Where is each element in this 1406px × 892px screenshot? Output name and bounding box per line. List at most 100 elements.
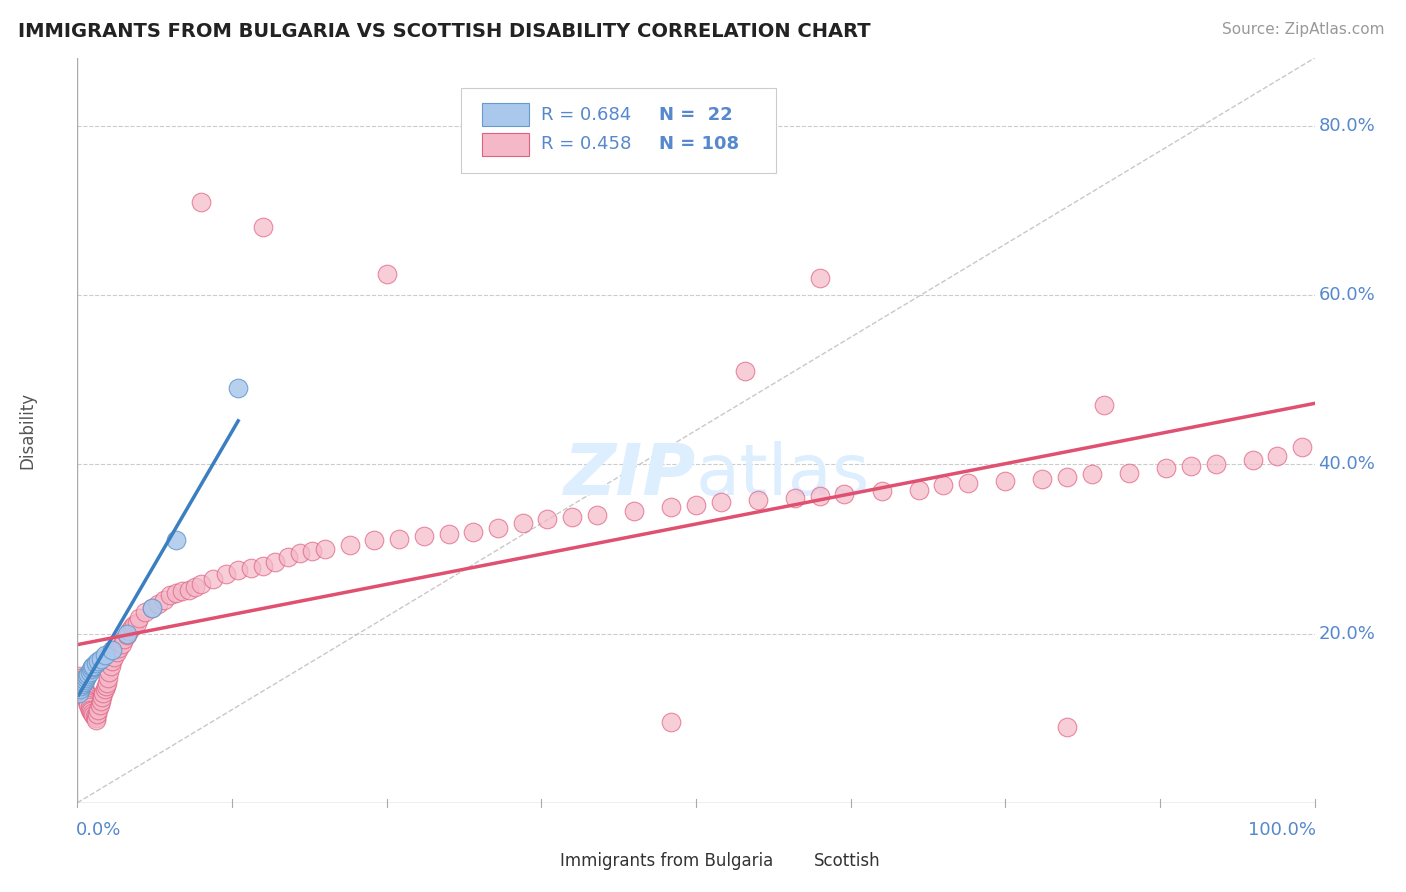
Bar (776, 850, 804, 872)
Point (90, 694, 112, 708)
Point (1267, 449, 1289, 463)
Text: 60.0%: 60.0% (1319, 286, 1375, 304)
Text: 40.0%: 40.0% (1319, 455, 1375, 474)
Point (75, 690, 97, 704)
Point (239, 560, 262, 574)
Point (412, 529, 434, 543)
Point (339, 538, 361, 552)
Point (153, 592, 176, 607)
Point (1081, 467, 1104, 482)
Text: N = 108: N = 108 (659, 136, 740, 153)
Text: atlas: atlas (696, 441, 870, 509)
Point (122, 618, 145, 632)
Point (76, 692, 98, 706)
Point (115, 626, 138, 640)
Point (79, 700, 101, 714)
Point (103, 650, 125, 665)
Point (226, 381, 249, 395)
Point (87, 703, 110, 717)
Text: IMMIGRANTS FROM BULGARIA VS SCOTTISH DISABILITY CORRELATION CHART: IMMIGRANTS FROM BULGARIA VS SCOTTISH DIS… (18, 22, 870, 41)
Bar (482, 133, 529, 155)
Point (907, 483, 929, 497)
Point (101, 643, 124, 657)
Point (72, 674, 94, 689)
Text: Disability: Disability (18, 392, 37, 469)
Point (159, 589, 181, 603)
Point (1031, 473, 1053, 487)
Point (561, 509, 583, 524)
Point (73, 683, 96, 698)
Point (89, 698, 111, 713)
Point (72, 681, 94, 696)
Point (115, 628, 138, 642)
Point (172, 584, 194, 599)
Point (87, 654, 110, 668)
Text: 80.0%: 80.0% (1319, 117, 1375, 135)
Point (128, 611, 150, 625)
Point (659, 715, 682, 730)
Text: Immigrants from Bulgaria: Immigrants from Bulgaria (560, 852, 773, 870)
Point (112, 632, 135, 647)
Point (100, 658, 122, 673)
Text: Scottish: Scottish (814, 852, 880, 870)
Point (1291, 440, 1313, 454)
Point (512, 516, 534, 531)
Point (202, 572, 225, 586)
Point (77, 698, 100, 713)
Point (98, 665, 121, 679)
Bar (523, 850, 550, 872)
Point (72, 677, 94, 691)
Text: 100.0%: 100.0% (1249, 822, 1316, 839)
Point (1180, 458, 1202, 473)
Text: ZIP: ZIP (564, 441, 696, 509)
Bar (482, 103, 529, 126)
Point (141, 601, 163, 615)
Point (463, 524, 485, 539)
Point (1118, 466, 1140, 480)
Text: 0.0%: 0.0% (76, 822, 121, 839)
Point (734, 364, 756, 378)
Point (685, 498, 707, 512)
Point (1092, 398, 1115, 412)
Point (101, 654, 124, 668)
Point (97, 671, 120, 685)
Point (252, 220, 274, 235)
Point (146, 597, 169, 611)
Point (70, 679, 93, 693)
Point (747, 492, 769, 507)
Point (870, 484, 893, 499)
Point (252, 558, 274, 573)
Point (111, 637, 134, 651)
Point (710, 495, 733, 509)
Point (73, 686, 96, 700)
Point (586, 508, 609, 522)
Point (72, 677, 94, 691)
Point (190, 577, 212, 591)
Point (82, 707, 104, 722)
Point (301, 543, 323, 558)
Point (375, 267, 398, 281)
Point (118, 624, 141, 638)
Point (932, 478, 955, 492)
Point (76, 669, 98, 683)
Point (141, 601, 163, 615)
Point (69, 671, 91, 685)
Point (70, 673, 93, 687)
Point (91, 690, 114, 704)
Text: 20.0%: 20.0% (1319, 624, 1375, 642)
Point (165, 586, 187, 600)
Point (125, 615, 148, 630)
Point (80, 705, 103, 719)
Point (79, 665, 101, 679)
Point (82, 706, 104, 720)
Point (388, 532, 411, 546)
Point (67, 686, 90, 700)
Point (84, 656, 107, 670)
Point (1056, 720, 1078, 734)
Point (226, 563, 249, 577)
Text: R = 0.458: R = 0.458 (541, 136, 631, 153)
Point (77, 696, 100, 710)
Point (177, 582, 200, 597)
Point (264, 555, 287, 569)
Point (93, 681, 115, 696)
